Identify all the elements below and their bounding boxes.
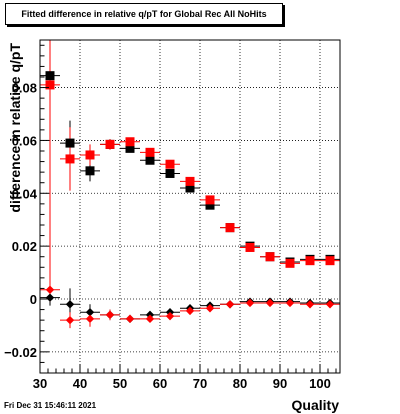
y-tick-label: 0.08 <box>12 81 37 96</box>
y-tick-label: 0.02 <box>12 239 37 254</box>
x-tick-label: 40 <box>73 376 87 391</box>
data-point-square <box>145 155 155 165</box>
data-point-square <box>45 80 55 90</box>
axes: 30 40 50 60 70 80 90 100 −0.02 0 0.02 0.04 0.06 0.08 <box>4 44 337 391</box>
data-point-square <box>285 258 295 268</box>
x-tick-label: 60 <box>153 376 167 391</box>
data-point-diamond <box>265 298 275 308</box>
y-axis-title: difference in relative q/pT <box>7 43 23 213</box>
data-point-square <box>165 168 175 178</box>
data-point-square <box>85 150 95 160</box>
data-point-diamond <box>85 308 95 317</box>
data-point-square <box>325 256 335 266</box>
data-point-diamond <box>65 315 75 325</box>
data-point-square <box>265 252 275 262</box>
data-point-diamond <box>65 300 75 309</box>
data-point-square <box>125 137 135 147</box>
data-point-square <box>245 242 255 252</box>
data-point-diamond <box>45 285 55 294</box>
data-point-diamond <box>105 310 115 320</box>
y-tick-label: 0 <box>30 292 37 307</box>
data-point-diamond <box>225 300 235 309</box>
data-point-diamond <box>325 300 335 309</box>
data-point-square <box>225 223 235 233</box>
data-point-diamond <box>185 306 195 316</box>
data-point-square <box>185 176 195 186</box>
data-point-square <box>85 166 95 176</box>
data-point-square <box>305 256 315 266</box>
data-point-diamond <box>165 311 175 321</box>
y-tick-label: 0.06 <box>12 133 37 148</box>
data-point-diamond <box>145 314 155 324</box>
data-point-square <box>65 154 75 164</box>
data-point-square <box>185 183 195 193</box>
data-point-square <box>205 200 215 210</box>
data-point-square <box>45 71 55 81</box>
data-point-diamond <box>305 300 315 309</box>
y-tick-label: 0.04 <box>12 186 38 201</box>
x-tick-label: 90 <box>273 376 287 391</box>
x-tick-label: 100 <box>309 376 331 391</box>
data-point-diamond <box>245 298 255 308</box>
data-point-square <box>205 195 215 205</box>
data-point-diamond <box>125 314 135 324</box>
plot-frame <box>39 39 341 374</box>
x-axis-title: Quality <box>292 397 340 413</box>
y-tick-label: −0.02 <box>4 345 37 360</box>
x-tick-label: 30 <box>33 376 47 391</box>
data-point-square <box>105 139 115 149</box>
chart-title: Fitted difference in relative q/pT for G… <box>21 9 267 19</box>
data-point-diamond <box>205 304 215 313</box>
data-point-diamond <box>285 298 295 308</box>
data-point-diamond <box>45 293 55 302</box>
data-point-square <box>145 147 155 157</box>
x-tick-label: 80 <box>233 376 247 391</box>
data-point-square <box>125 143 135 153</box>
grid-lines <box>40 40 340 373</box>
data-point-diamond <box>85 314 95 324</box>
title-box: Fitted difference in relative q/pT for G… <box>5 3 283 25</box>
x-tick-label: 70 <box>193 376 207 391</box>
x-tick-label: 50 <box>113 376 127 391</box>
data-point-square <box>65 138 75 148</box>
timestamp: Fri Dec 31 15:46:11 2021 <box>4 401 97 410</box>
data-point-square <box>165 159 175 169</box>
data-markers <box>45 71 335 325</box>
